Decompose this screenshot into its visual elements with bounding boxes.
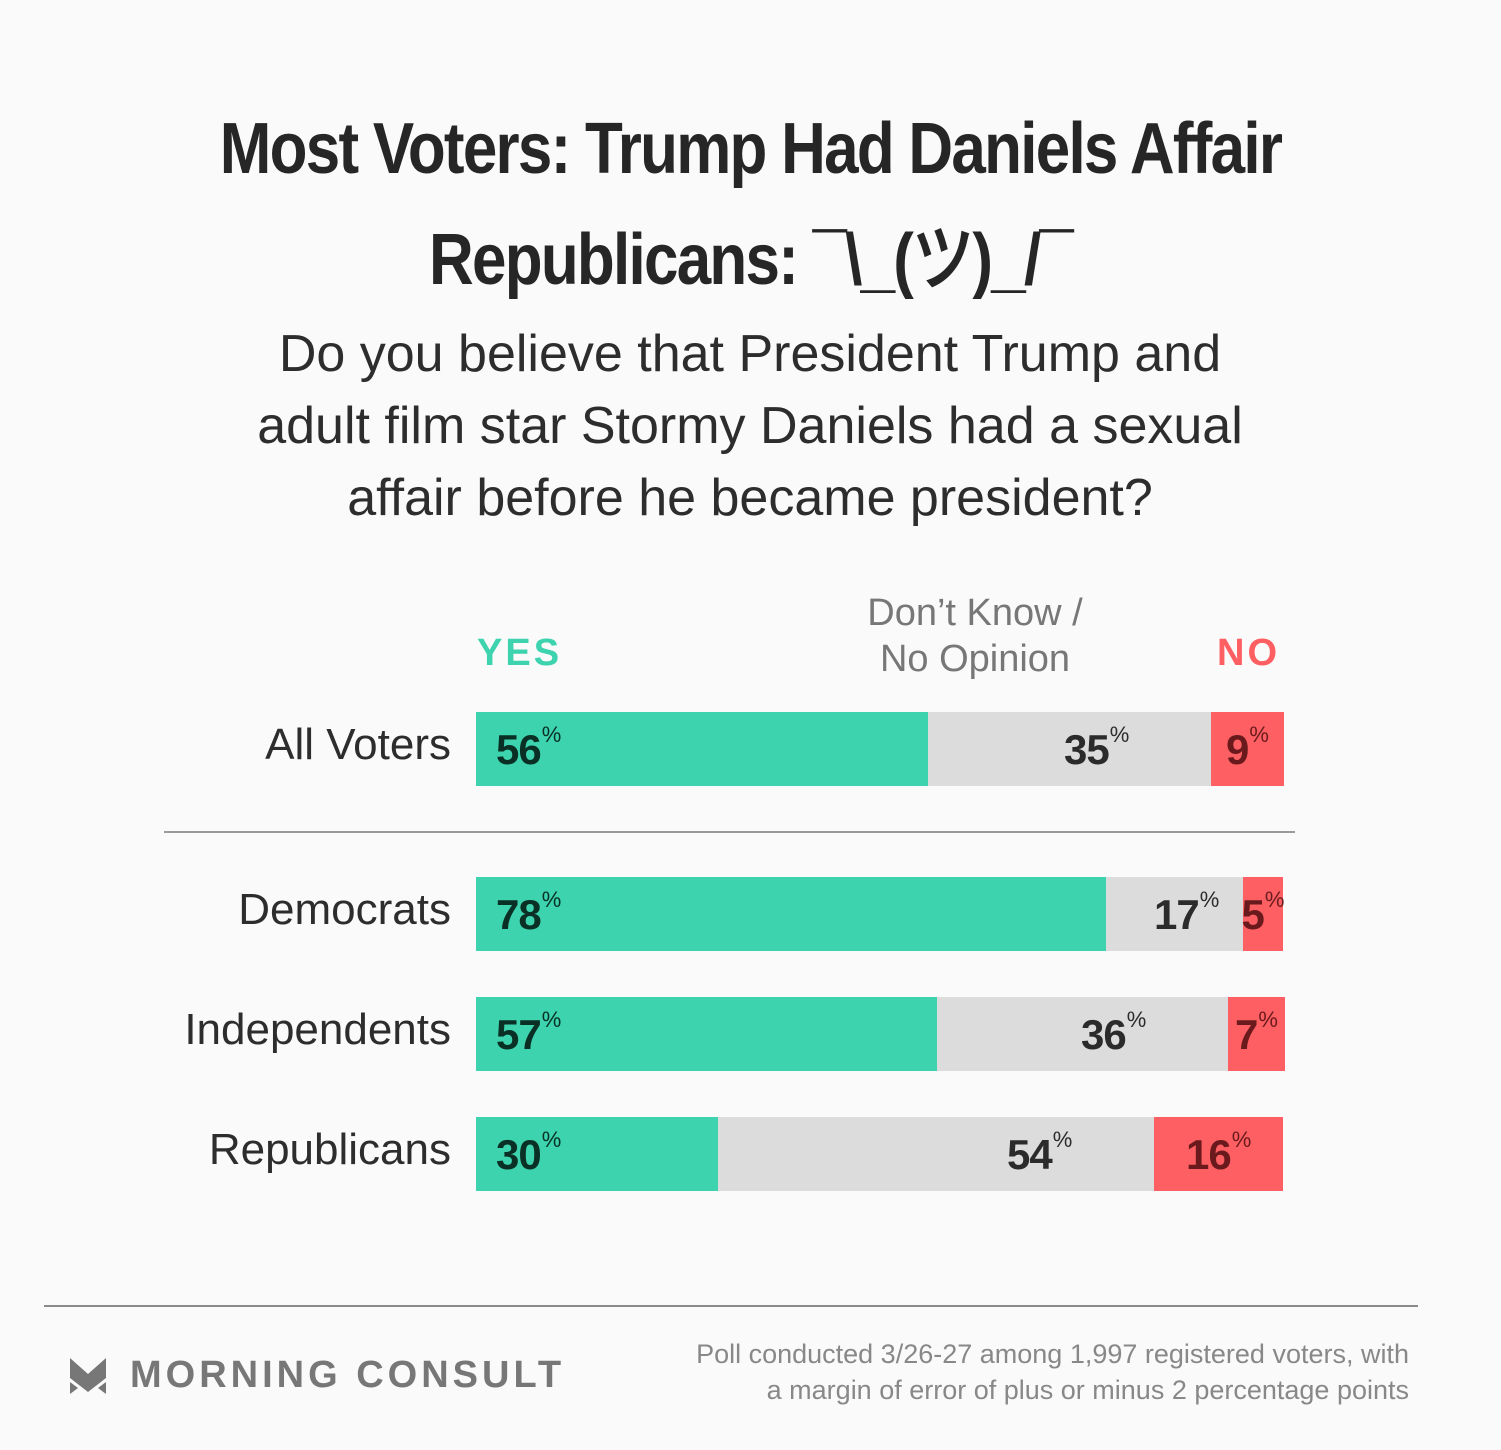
row-label-all-voters: All Voters xyxy=(265,720,451,769)
morning-consult-logo-icon xyxy=(70,1358,106,1394)
value-label-yes: 56% xyxy=(496,722,562,773)
survey-question: Do you believe that President Trump and … xyxy=(150,318,1350,534)
bar-segment-dk xyxy=(1106,877,1243,951)
bar-segment-no xyxy=(1228,997,1285,1071)
value-label-no: 7% xyxy=(1235,1007,1278,1058)
poll-note-line1: Poll conducted 3/26-27 among 1,997 regis… xyxy=(696,1339,1409,1369)
chart-title-line1: Most Voters: Trump Had Daniels Affair xyxy=(219,109,1283,189)
bar-segment-yes xyxy=(476,1117,718,1191)
row-label-republicans: Republicans xyxy=(208,1125,451,1174)
value-label-dk: 17% xyxy=(1154,887,1220,938)
value-label-yes: 57% xyxy=(496,1007,562,1058)
bar-segment-no xyxy=(1243,877,1283,951)
bar-segment-dk xyxy=(928,712,1211,786)
poll-note-line2: a margin of error of plus or minus 2 per… xyxy=(766,1375,1409,1405)
brand-name: MORNING CONSULT xyxy=(130,1354,566,1396)
value-label-no: 16% xyxy=(1186,1127,1252,1178)
bar-row: 56% 35% 9% xyxy=(476,712,1284,786)
legend-yes: YES xyxy=(477,632,563,674)
legend-dont-know-line2: No Opinion xyxy=(879,638,1071,680)
bar-segment-no xyxy=(1211,712,1284,786)
question-line: affair before he became president? xyxy=(347,469,1153,527)
legend-no: NO xyxy=(1217,632,1280,674)
legend-dont-know: Don’t Know / No Opinion xyxy=(820,590,1130,682)
question-line: Do you believe that President Trump and xyxy=(278,325,1222,383)
row-label-independents: Independents xyxy=(184,1005,451,1054)
question-line: adult film star Stormy Daniels had a sex… xyxy=(257,397,1243,455)
value-label-yes: 30% xyxy=(496,1127,562,1178)
bar-row: 30% 54% 16% xyxy=(476,1117,1284,1191)
value-label-dk: 36% xyxy=(1081,1007,1147,1058)
value-label-yes: 78% xyxy=(496,887,562,938)
chart-title-line2: Republicans: ¯\_(ツ)_/¯ xyxy=(429,220,1074,300)
poll-note: Poll conducted 3/26-27 among 1,997 regis… xyxy=(696,1336,1409,1408)
value-label-dk: 35% xyxy=(1064,722,1130,773)
value-label-dk: 54% xyxy=(1007,1127,1073,1178)
bar-row: 57% 36% 7% xyxy=(476,997,1285,1071)
bar-segment-yes xyxy=(476,712,928,786)
bar-segment-dk xyxy=(718,1117,1154,1191)
bar-segment-dk xyxy=(937,997,1228,1071)
bar-segment-no xyxy=(1154,1117,1283,1191)
row-label-democrats: Democrats xyxy=(238,885,451,934)
bar-segment-yes xyxy=(476,877,1106,951)
legend-dont-know-line1: Don’t Know / xyxy=(867,592,1083,634)
value-label-no: 9% xyxy=(1226,722,1269,773)
bar-segment-yes xyxy=(476,997,937,1071)
value-label-no: 5% xyxy=(1241,887,1285,938)
group-divider xyxy=(164,831,1295,833)
bar-row: 78% 17% 5% xyxy=(476,877,1284,951)
footer-divider xyxy=(44,1305,1418,1307)
